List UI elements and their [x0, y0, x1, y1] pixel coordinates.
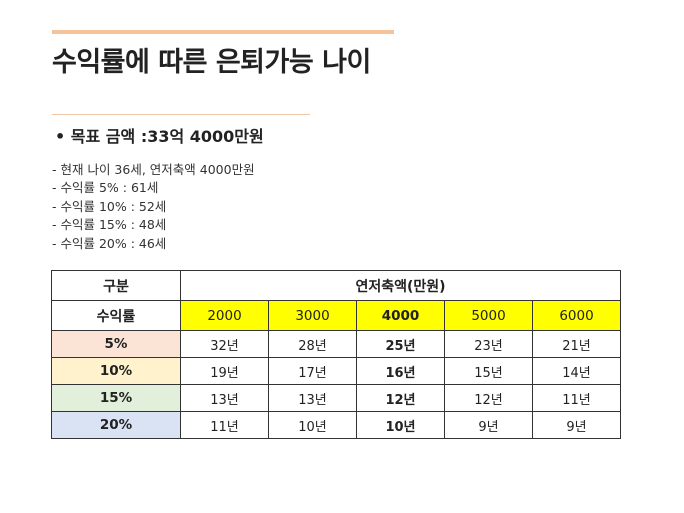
table-cell: 13년 [268, 384, 357, 412]
table-cell: 16년 [356, 357, 445, 385]
rate-cell: 15% [51, 384, 181, 412]
table-cell: 10년 [356, 411, 445, 439]
table-header-row: 구분 연저축액(만원) [51, 270, 622, 301]
table-cell: 14년 [531, 357, 622, 385]
table-row: 5% 32년 28년 25년 23년 21년 [51, 330, 622, 358]
amount-header: 5000 [444, 300, 533, 331]
retirement-table: 구분 연저축액(만원) 수익률 2000 3000 4000 5000 6000… [51, 270, 622, 439]
table-cell: 11년 [180, 411, 269, 439]
table-row: 15% 13년 13년 12년 12년 11년 [51, 384, 622, 412]
table-cell: 28년 [268, 330, 357, 358]
table-cell: 23년 [444, 330, 533, 358]
table-cell: 21년 [531, 330, 622, 358]
table-cell: 32년 [180, 330, 269, 358]
table-cell: 10년 [268, 411, 357, 439]
table-row: 20% 11년 10년 10년 9년 9년 [51, 411, 622, 439]
table-cell: 19년 [180, 357, 269, 385]
table-cell: 15년 [444, 357, 533, 385]
table-cell: 25년 [356, 330, 445, 358]
table-cell: 13년 [180, 384, 269, 412]
note-item: - 수익률 5% : 61세 [52, 180, 159, 196]
table-cell: 9년 [444, 411, 533, 439]
amount-header: 6000 [531, 300, 622, 331]
table-cell: 12년 [444, 384, 533, 412]
title-accent-bar [52, 30, 394, 34]
rate-cell: 5% [51, 330, 181, 358]
note-item: - 수익률 15% : 48세 [52, 217, 167, 233]
rate-header: 수익률 [51, 300, 181, 331]
note-item: - 현재 나이 36세, 연저축액 4000만원 [52, 162, 255, 177]
group-header: 연저축액(만원) [179, 270, 622, 301]
table-cell: 9년 [531, 411, 622, 439]
notes-list: - 현재 나이 36세, 연저축액 4000만원 - 수익률 5% : 61세 … [52, 161, 255, 253]
amount-header: 2000 [180, 300, 269, 331]
rate-cell: 20% [51, 411, 181, 439]
table-cell: 12년 [356, 384, 445, 412]
note-item: - 수익률 10% : 52세 [52, 198, 167, 214]
table-cell: 11년 [531, 384, 622, 412]
amount-header: 3000 [268, 300, 357, 331]
page-title: 수익률에 따른 은퇴가능 나이 [52, 47, 371, 78]
amount-header: 4000 [356, 300, 445, 331]
note-item: - 수익률 20% : 46세 [52, 235, 167, 251]
corner-header: 구분 [51, 270, 181, 301]
table-row: 10% 19년 17년 16년 15년 14년 [51, 357, 622, 385]
divider [52, 114, 310, 115]
goal-amount: • 목표 금액 :33억 4000만원 [55, 127, 264, 146]
table-cell: 17년 [268, 357, 357, 385]
amount-header-row: 수익률 2000 3000 4000 5000 6000 [51, 300, 622, 331]
rate-cell: 10% [51, 357, 181, 385]
